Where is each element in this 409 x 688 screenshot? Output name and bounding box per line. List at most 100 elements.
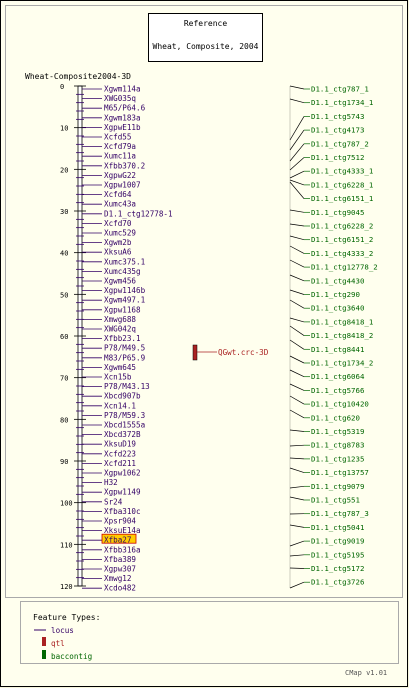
contig-item[interactable]: D1.1_ctg4430 <box>289 274 364 285</box>
contig-item[interactable]: D1.1_ctg8783 <box>289 441 364 450</box>
contig-label[interactable]: D1.1_ctg3640 <box>311 304 364 313</box>
marker-label[interactable]: Xbcd372B <box>104 430 141 439</box>
contig-item[interactable]: D1.1_ctg9079 <box>289 482 364 491</box>
marker-item[interactable]: Xgwm114a <box>82 85 141 94</box>
marker-label[interactable]: Xgpw1007 <box>104 181 141 190</box>
marker-label[interactable]: Xcfd79a <box>104 142 136 151</box>
marker-item[interactable]: Xumc375.1 <box>82 257 146 266</box>
marker-item[interactable]: Xfba27 <box>82 533 137 545</box>
marker-item[interactable]: Xgwm456 <box>82 277 136 286</box>
marker-label[interactable]: Xbcd907b <box>104 392 141 401</box>
marker-label[interactable]: Xfba310c <box>104 507 141 516</box>
marker-item[interactable]: XgpwE11b <box>82 123 141 132</box>
qtl-label[interactable]: QGwt.crc-3D <box>218 348 269 357</box>
marker-label[interactable]: Xumc435g <box>104 267 141 276</box>
marker-item[interactable]: Xgwm497.1 <box>82 296 146 305</box>
marker-label[interactable]: Xgwm114a <box>104 85 141 94</box>
marker-item[interactable]: Xumc11a <box>82 152 136 161</box>
marker-item[interactable]: Xfbb23.1 <box>82 334 141 343</box>
marker-item[interactable]: Xmwg12 <box>82 574 131 583</box>
marker-item[interactable]: Xumc435g <box>82 267 141 276</box>
contig-item[interactable]: D1.1_ctg6151_1 <box>289 181 373 203</box>
marker-label[interactable]: XgpwG22 <box>104 171 136 180</box>
marker-item[interactable]: H32 <box>82 478 118 487</box>
marker-label[interactable]: P78/M49.5 <box>104 344 145 353</box>
contig-label[interactable]: D1.1_ctg9079 <box>311 482 364 491</box>
qtl-bar[interactable] <box>192 344 198 361</box>
contig-item[interactable]: D1.1_ctg4173 <box>289 126 364 151</box>
marker-label[interactable]: Xcfd223 <box>104 449 136 458</box>
marker-label[interactable]: P78/M43.13 <box>104 382 150 391</box>
marker-item[interactable]: Xgpw307 <box>82 565 136 574</box>
marker-label[interactable]: Xgpw1062 <box>104 469 141 478</box>
marker-label[interactable]: Xcfd70 <box>104 219 132 228</box>
contig-label[interactable]: D1.1_ctg4333_2 <box>311 249 373 258</box>
contig-label[interactable]: D1.1_ctg13757 <box>311 468 369 477</box>
marker-label[interactable]: XWG042q <box>104 325 136 334</box>
marker-item[interactable]: Xcfd55 <box>82 133 131 142</box>
marker-item[interactable]: XgpwG22 <box>82 171 136 180</box>
marker-label[interactable]: Xcdo482 <box>104 584 136 593</box>
marker-label[interactable]: Xpsr904 <box>104 517 136 526</box>
marker-item[interactable]: Xbcd1555a <box>82 421 145 430</box>
contig-item[interactable]: D1.1_ctg290 <box>289 289 360 299</box>
marker-label[interactable]: Xgpw1168 <box>104 305 141 314</box>
marker-label[interactable]: M83/P65.9 <box>104 353 146 362</box>
contig-label[interactable]: D1.1_ctg1734_2 <box>311 359 373 368</box>
contig-label[interactable]: D1.1_ctg3726 <box>311 578 364 587</box>
marker-label[interactable]: Xcfd211 <box>104 459 136 468</box>
marker-item[interactable]: Sr24 <box>82 497 123 506</box>
marker-item[interactable]: Xcfd64 <box>82 190 132 199</box>
contig-item[interactable]: D1.1_ctg4333_1 <box>289 167 373 179</box>
marker-label[interactable]: Xgwm645 <box>104 363 136 372</box>
contig-label[interactable]: D1.1_ctg6228_2 <box>311 222 373 231</box>
marker-label[interactable]: Xgwm497.1 <box>104 296 146 305</box>
marker-item[interactable]: M65/P64.6 <box>82 104 146 113</box>
contig-item[interactable]: D1.1_ctg9019 <box>289 537 364 547</box>
contig-label[interactable]: D1.1_ctg6228_1 <box>311 180 373 189</box>
contig-item[interactable]: D1.1_ctg5319 <box>289 427 364 436</box>
contig-label[interactable]: D1.1_ctg4333_1 <box>311 167 373 176</box>
contig-label[interactable]: D1.1_ctg5172 <box>311 564 364 573</box>
marker-label[interactable]: Xcfd55 <box>104 133 131 142</box>
contig-label[interactable]: D1.1_ctg8418_2 <box>311 331 373 340</box>
contig-label[interactable]: D1.1_ctg6064 <box>311 372 365 381</box>
marker-item[interactable]: Xcdo482 <box>82 584 136 593</box>
contig-label[interactable]: D1.1_ctg551 <box>311 496 360 505</box>
marker-label[interactable]: H32 <box>104 478 118 487</box>
marker-item[interactable]: XWG035q <box>82 94 136 103</box>
contig-item[interactable]: D1.1_ctg12778_2 <box>289 259 378 272</box>
contig-label[interactable]: D1.1_ctg787_2 <box>311 139 369 148</box>
marker-item[interactable]: Xbcd372B <box>82 430 141 439</box>
marker-item[interactable]: Xcfd211 <box>82 459 136 468</box>
contig-item[interactable]: D1.1_ctg9045 <box>289 208 364 217</box>
contig-label[interactable]: D1.1_ctg4173 <box>311 126 364 135</box>
marker-item[interactable]: XksuD19 <box>82 440 136 449</box>
marker-item[interactable]: Xgpw1062 <box>82 469 141 478</box>
marker-item[interactable]: Xcn14.1 <box>82 401 136 410</box>
contig-item[interactable]: D1.1_ctg10420 <box>289 395 369 409</box>
contig-item[interactable]: D1.1_ctg551 <box>289 496 360 505</box>
contig-item[interactable]: D1.1_ctg8441 <box>289 339 364 354</box>
contig-label[interactable]: D1.1_ctg7512 <box>311 153 364 162</box>
marker-label[interactable]: XWG035q <box>104 94 136 103</box>
marker-label[interactable]: Xfbb370.2 <box>104 161 145 170</box>
marker-item[interactable]: Xumc529 <box>82 229 136 238</box>
marker-label[interactable]: Xfba27 <box>104 536 131 545</box>
marker-label[interactable]: XksuD19 <box>104 440 136 449</box>
contig-item[interactable]: D1.1_ctg787_3 <box>289 509 369 518</box>
marker-label[interactable]: XgpwE11b <box>104 123 141 132</box>
marker-label[interactable]: Xcn15b <box>104 373 132 382</box>
contig-label[interactable]: D1.1_ctg9045 <box>311 208 364 217</box>
contig-label[interactable]: D1.1_ctg5195 <box>311 550 364 559</box>
marker-label[interactable]: Xumc11a <box>104 152 136 161</box>
marker-label[interactable]: D1.1_ctg12778-1 <box>104 209 173 218</box>
marker-item[interactable]: XksuE14a <box>82 526 141 535</box>
map-title[interactable]: Wheat-Composite2004-3D <box>25 72 131 81</box>
marker-label[interactable]: Xumc43a <box>104 200 136 209</box>
marker-label[interactable]: Xfba389 <box>104 555 136 564</box>
contig-item[interactable]: D1.1_ctg8418_2 <box>289 325 373 340</box>
marker-item[interactable]: Xfbb316a <box>82 545 141 554</box>
contig-item[interactable]: D1.1_ctg13757 <box>289 467 369 477</box>
contig-label[interactable]: D1.1_ctg10420 <box>311 400 369 409</box>
